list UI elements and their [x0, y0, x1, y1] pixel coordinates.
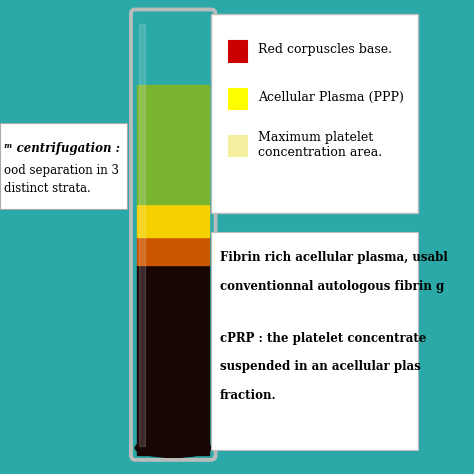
Text: ᵐ centrifugation :: ᵐ centrifugation : — [4, 142, 120, 155]
Bar — [137, 265, 209, 455]
Bar — [137, 237, 209, 265]
Text: ood separation in 3: ood separation in 3 — [4, 164, 119, 176]
FancyBboxPatch shape — [0, 123, 127, 209]
Bar — [138, 24, 145, 446]
Text: fraction.: fraction. — [220, 389, 276, 401]
Bar — [228, 40, 247, 62]
Text: distinct strata.: distinct strata. — [4, 182, 91, 195]
Text: Red corpuscles base.: Red corpuscles base. — [258, 43, 392, 56]
Text: conventionnal autologous fibrin g: conventionnal autologous fibrin g — [220, 280, 444, 292]
Text: Maximum platelet
concentration area.: Maximum platelet concentration area. — [258, 130, 382, 159]
Text: cPRP : the platelet concentrate: cPRP : the platelet concentrate — [220, 332, 426, 345]
FancyBboxPatch shape — [211, 14, 419, 213]
Text: Fibrin rich acellular plasma, usabl: Fibrin rich acellular plasma, usabl — [220, 251, 447, 264]
Text: Acellular Plasma (PPP): Acellular Plasma (PPP) — [258, 91, 404, 104]
Bar — [228, 135, 247, 156]
FancyBboxPatch shape — [211, 232, 419, 450]
Bar — [137, 85, 209, 204]
Bar — [137, 204, 209, 237]
Bar — [228, 88, 247, 109]
Ellipse shape — [135, 438, 211, 457]
Text: suspended in an acellular plas: suspended in an acellular plas — [220, 360, 420, 373]
